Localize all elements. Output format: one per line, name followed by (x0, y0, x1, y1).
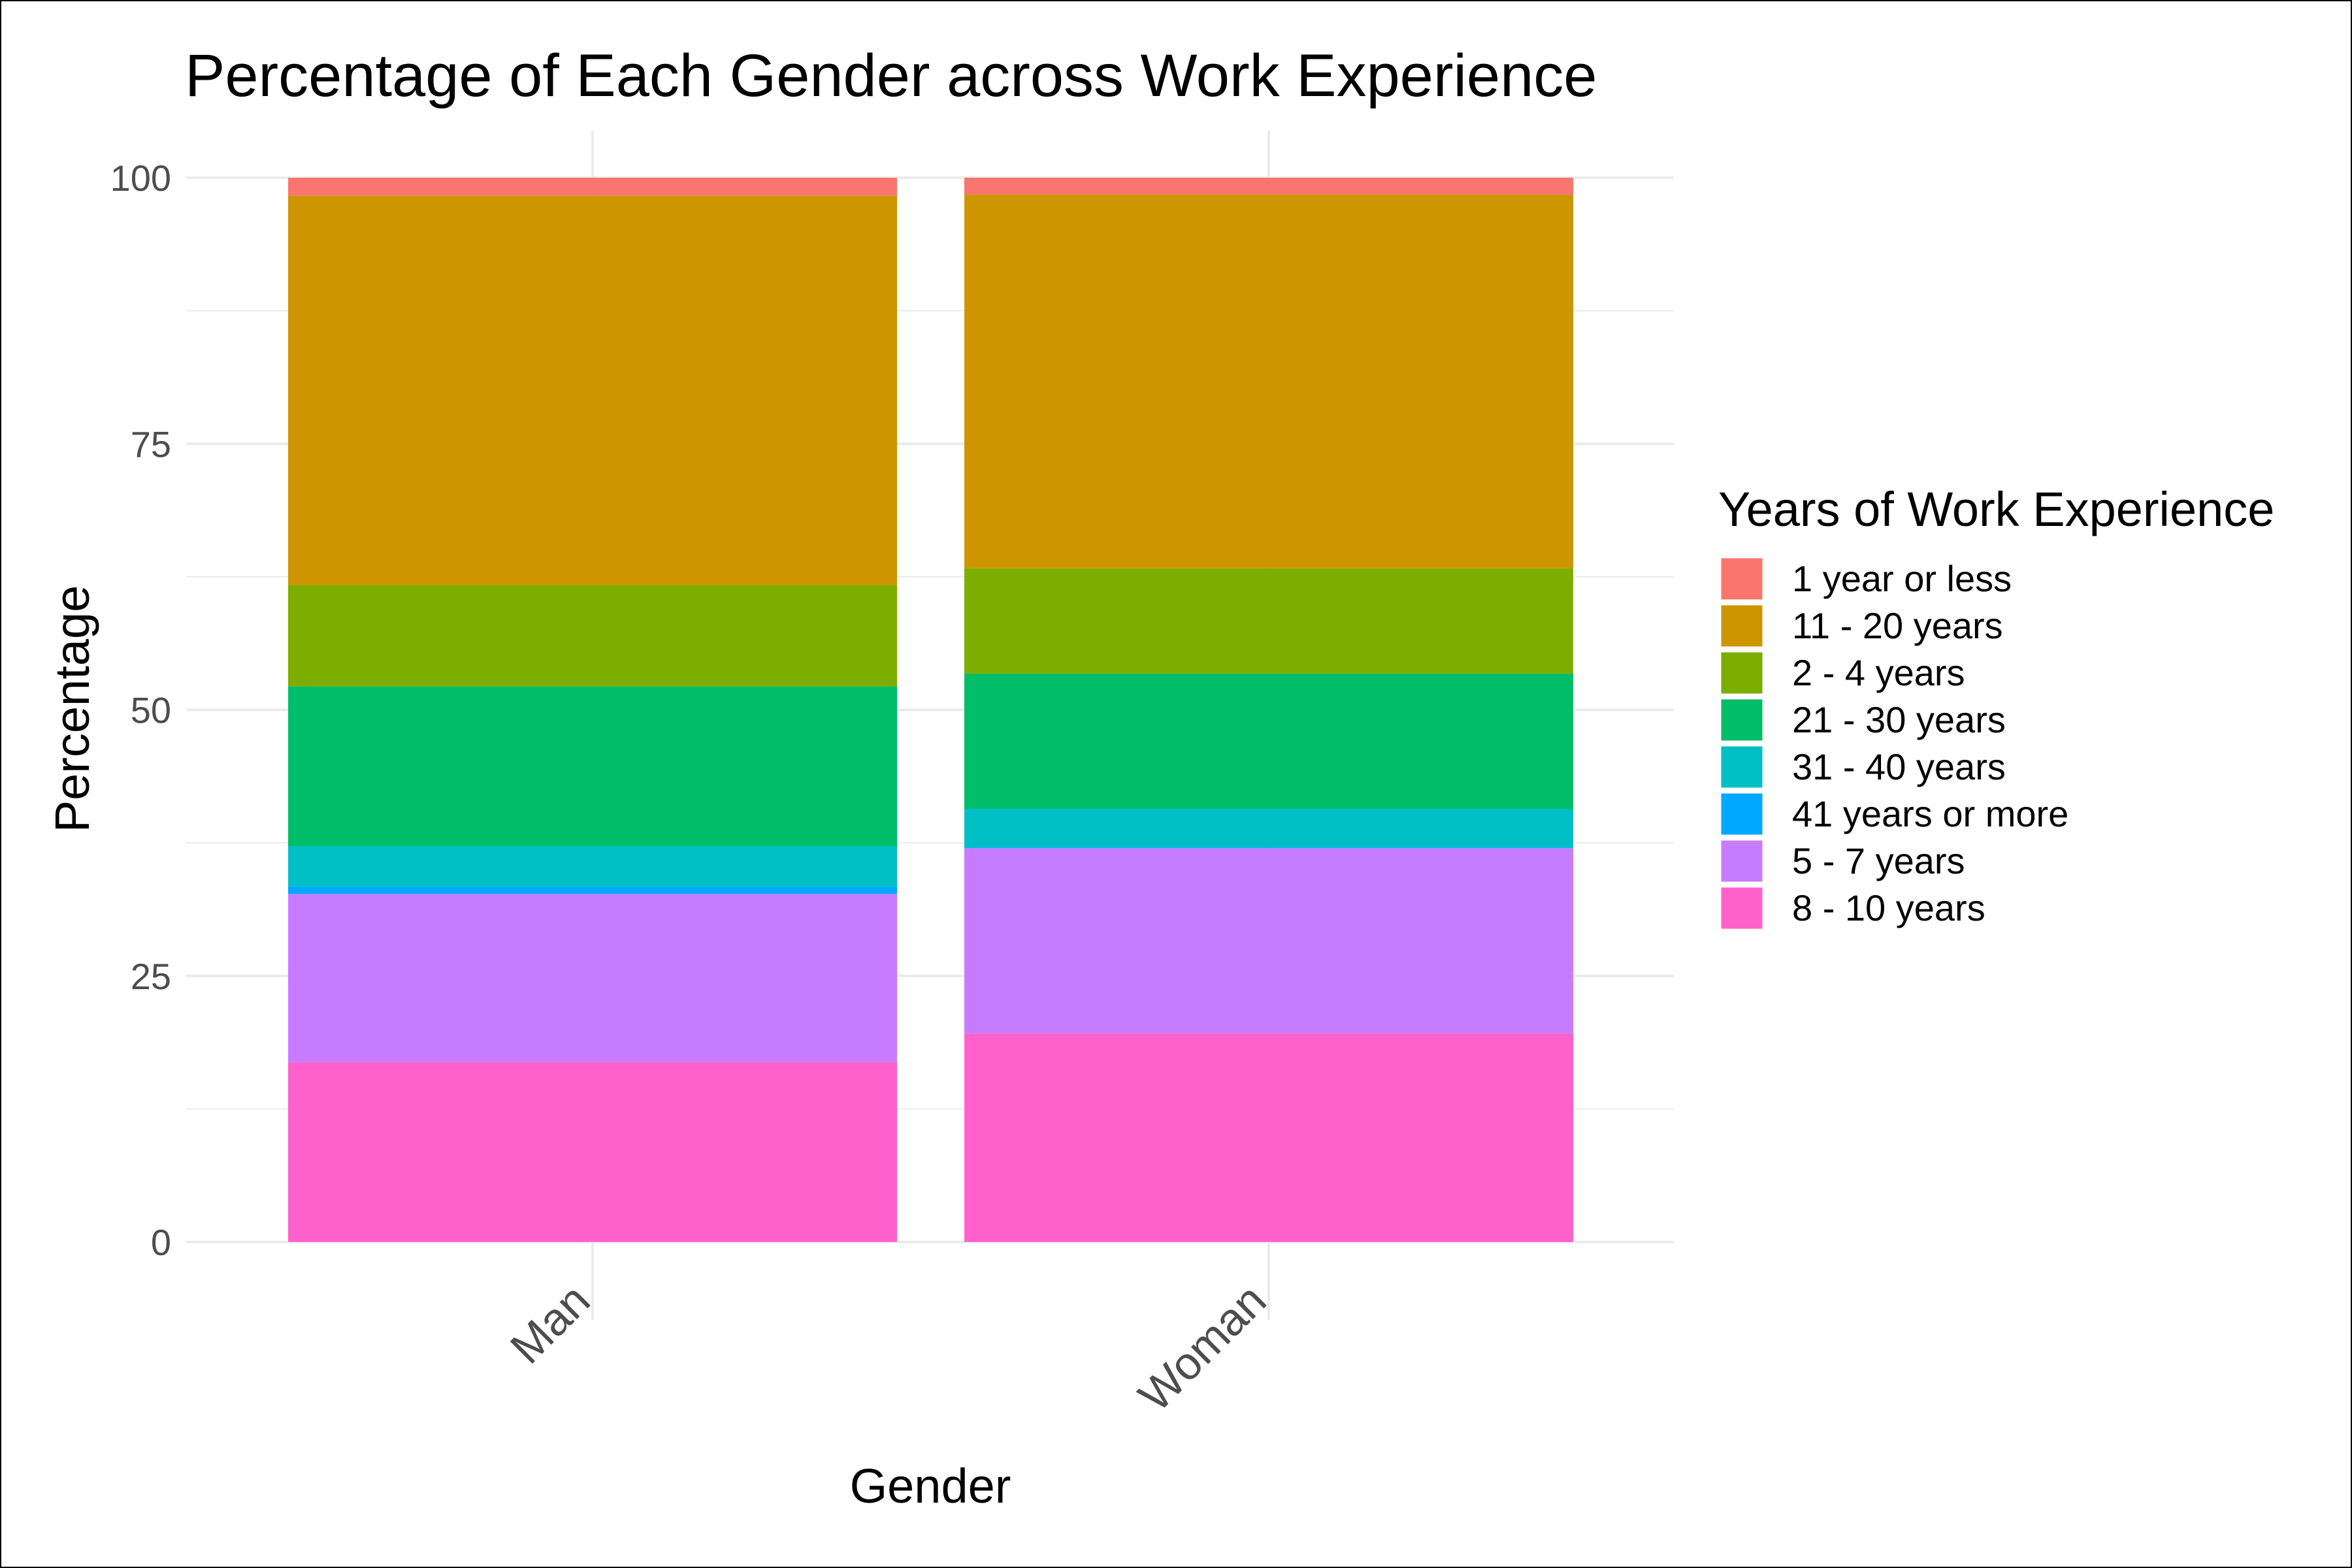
legend-key (1719, 697, 1765, 743)
y-axis-ticks: 0 25 50 75 100 (110, 157, 171, 1263)
legend-label: 31 - 40 years (1792, 746, 2006, 787)
bar-segment (964, 568, 1573, 674)
legend-key (1719, 838, 1765, 884)
bar-segment (288, 195, 897, 585)
bar-segment (964, 848, 1573, 1034)
y-axis-label: Percentage (45, 585, 99, 833)
legend-key (1719, 603, 1765, 649)
bar-segment (288, 846, 897, 887)
bar-segment (288, 585, 897, 687)
legend-label: 1 year or less (1792, 558, 2012, 599)
bar-segment (288, 686, 897, 847)
bar-segment (964, 1033, 1573, 1242)
x-axis-ticks: Man Woman (500, 1274, 1275, 1421)
y-tick-label: 50 (131, 690, 171, 731)
bar-segment (964, 195, 1573, 568)
y-tick-label: 75 (131, 423, 171, 465)
legend-label: 11 - 20 years (1792, 605, 2003, 646)
bar-segment (288, 1062, 897, 1242)
bar-segment (964, 178, 1573, 195)
legend-label: 2 - 4 years (1792, 652, 1965, 693)
legend-title: Years of Work Experience (1718, 482, 2274, 536)
legend: Years of Work Experience 1 year or less 1… (1718, 482, 2274, 931)
legend-label: 5 - 7 years (1792, 840, 1965, 881)
x-tick-label: Woman (1129, 1274, 1276, 1421)
legend-label: 8 - 10 years (1792, 887, 1985, 928)
bars (288, 178, 1573, 1242)
bar-segment (288, 894, 897, 1062)
legend-key (1719, 791, 1765, 837)
legend-key (1719, 556, 1765, 602)
x-axis-label: Gender (850, 1459, 1011, 1513)
chart-title: Percentage of Each Gender across Work Ex… (185, 42, 1597, 109)
legend-label: 41 years or more (1792, 793, 2068, 834)
legend-key (1719, 650, 1765, 696)
bar-segment (964, 674, 1573, 809)
x-tick-label: Man (500, 1274, 599, 1373)
bar-segment (964, 847, 1573, 849)
legend-key (1719, 744, 1765, 790)
legend-label: 21 - 30 years (1792, 699, 2006, 740)
y-tick-label: 0 (151, 1222, 171, 1263)
bar-segment (288, 886, 897, 894)
legend-key (1719, 885, 1765, 931)
y-tick-label: 25 (131, 956, 171, 997)
y-tick-label: 100 (110, 157, 171, 199)
bar-segment (288, 178, 897, 196)
bar-segment (964, 808, 1573, 847)
